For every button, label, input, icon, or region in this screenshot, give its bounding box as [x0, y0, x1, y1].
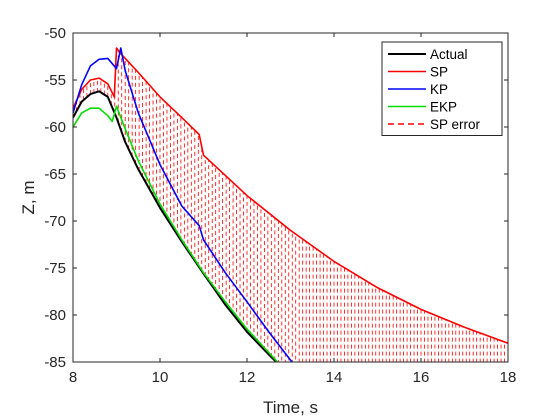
x-tick-label: 10: [152, 369, 169, 386]
x-tick-label: 12: [239, 369, 256, 386]
x-axis-label: Time, s: [263, 398, 318, 417]
legend-label: Actual: [430, 47, 468, 62]
y-axis-label: Z, m: [19, 181, 38, 215]
legend-label: EKP: [430, 100, 457, 115]
legend-label: SP: [430, 65, 448, 80]
series-lines: [73, 47, 508, 362]
y-tick-label: -85: [44, 354, 66, 371]
y-tick-label: -55: [44, 72, 66, 89]
axes: 8 10 12 14 16 18 -50 -55 -60 -65 -70 -75 -80 -85: [44, 25, 516, 386]
series-line-sp: [73, 47, 508, 344]
y-tick-label: -50: [44, 25, 66, 42]
sp-error-band: [73, 50, 508, 362]
legend-label: KP: [430, 82, 448, 97]
plot-frame: [72, 32, 509, 363]
y-tick-label: -65: [44, 166, 66, 183]
series-line-kp: [73, 47, 293, 362]
x-tick-label: 14: [326, 369, 343, 386]
x-tick-label: 8: [69, 369, 77, 386]
series-line-ekp: [73, 105, 279, 362]
x-tick-label: 16: [413, 369, 430, 386]
series-line-actual: [73, 90, 278, 362]
y-tick-label: -60: [44, 119, 66, 136]
legend-label: SP error: [430, 117, 481, 132]
y-tick-label: -70: [44, 213, 66, 230]
legend: Actual SP KP EKP SP error: [381, 41, 503, 136]
y-tick-label: -80: [44, 307, 66, 324]
x-tick-label: 18: [500, 369, 517, 386]
y-tick-label: -75: [44, 260, 66, 277]
